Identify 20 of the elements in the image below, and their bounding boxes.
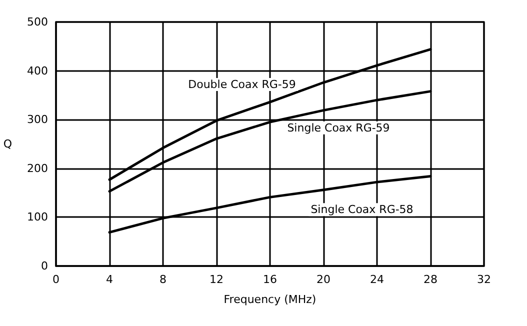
x-axis-title: Frequency (MHz) bbox=[224, 293, 316, 306]
series-label: Single Coax RG-58 bbox=[310, 203, 414, 216]
x-tick-label: 28 bbox=[424, 273, 438, 286]
x-tick-label: 20 bbox=[316, 273, 330, 286]
y-axis-title: Q bbox=[3, 138, 12, 150]
x-tick-label: 0 bbox=[52, 273, 60, 286]
x-tick-label: 8 bbox=[160, 273, 166, 286]
y-tick-label: 500 bbox=[27, 16, 48, 28]
x-tick-label: 24 bbox=[370, 273, 384, 286]
x-tick-label: 16 bbox=[263, 273, 277, 286]
y-tick-label: 400 bbox=[27, 64, 48, 78]
x-tick-label: 12 bbox=[210, 273, 224, 286]
x-tick-label: 32 bbox=[477, 273, 491, 286]
y-tick-label: 100 bbox=[27, 210, 48, 224]
series-label: Single Coax RG-59 bbox=[287, 121, 390, 134]
x-tick-label: 4 bbox=[106, 273, 113, 286]
y-tick-label: 200 bbox=[27, 162, 48, 175]
y-tick-label: 300 bbox=[27, 113, 48, 126]
y-tick-label: 0 bbox=[41, 260, 48, 272]
series-label: Double Coax RG-59 bbox=[188, 78, 296, 92]
